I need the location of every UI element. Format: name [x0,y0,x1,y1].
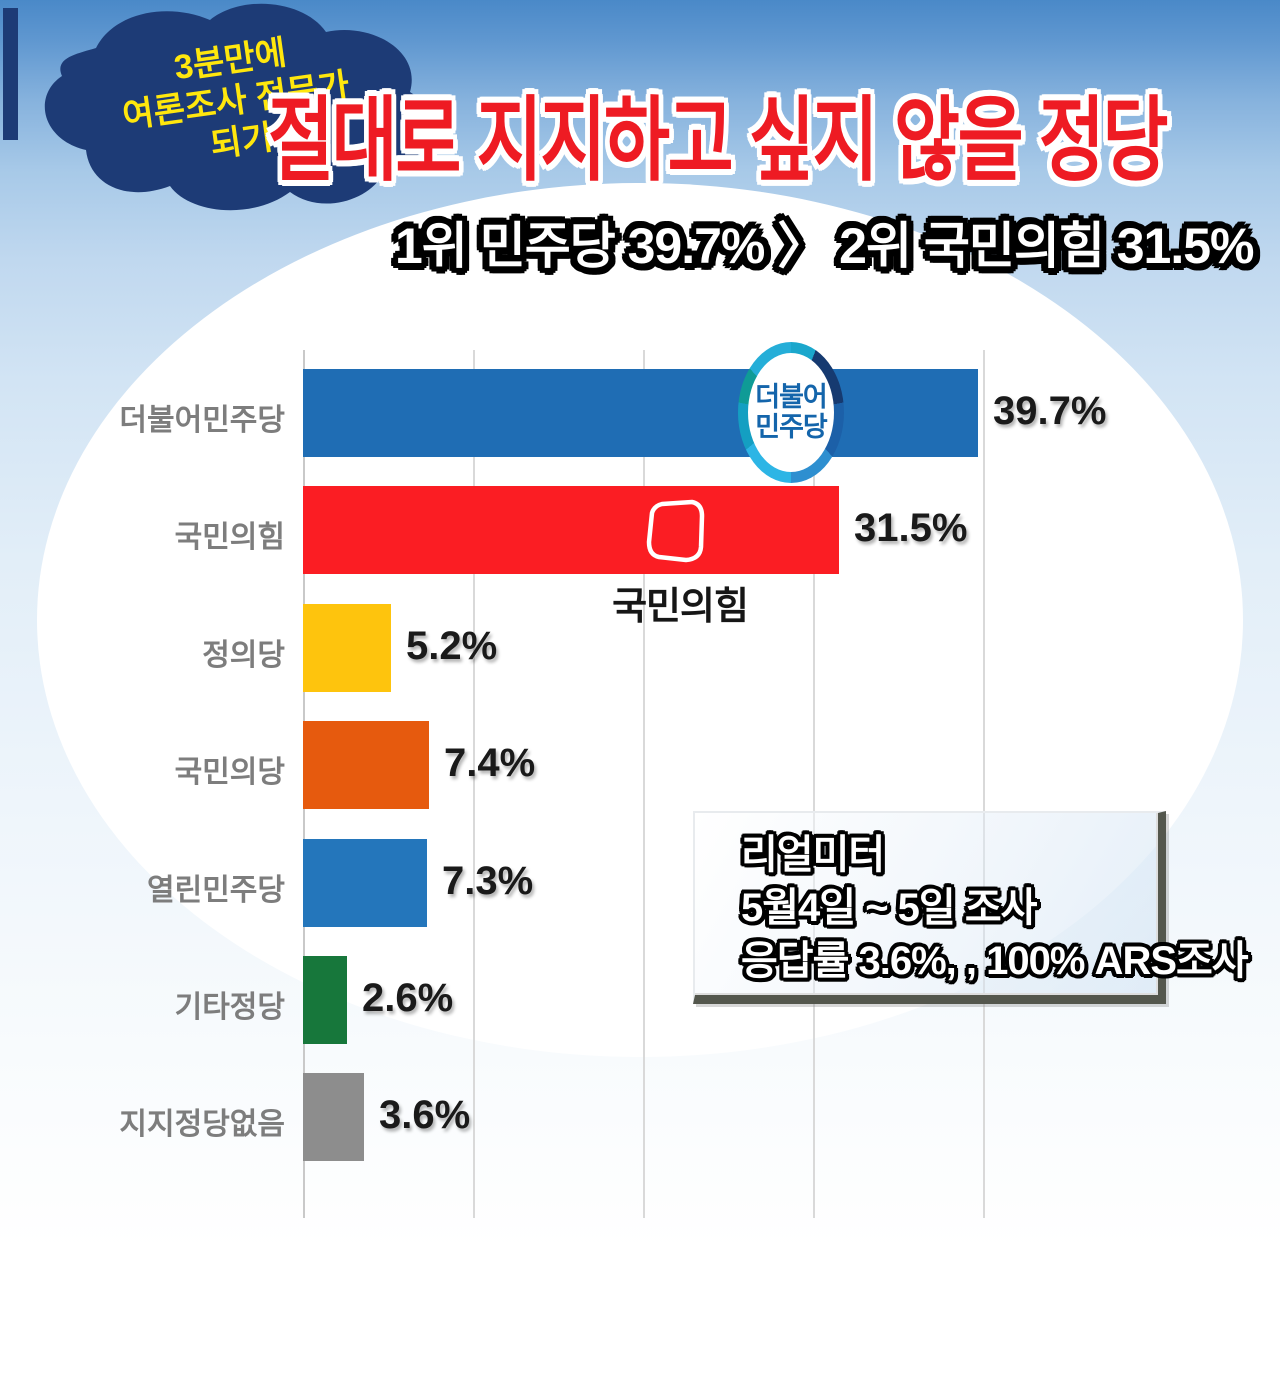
bar-2 [303,603,391,692]
category-label-3: 국민의당 [174,756,285,790]
gridline-10-percent [473,350,475,1218]
category-label-1: 국민의힘 [174,521,285,555]
value-label-0: 39.7% [993,389,1107,433]
bar-0 [303,369,978,457]
value-label-5: 2.6% [362,976,454,1020]
bar-3 [303,721,429,810]
category-label-6: 지지정당없음 [119,1108,285,1142]
minjoo-logo-line-2: 민주당 [755,411,828,442]
category-label-5: 기타정당 [174,991,285,1024]
category-label-0: 더불어민주당 [119,404,285,437]
left-navy-stripe [3,8,18,140]
gridline-20-percent [643,350,645,1218]
gridline-30-percent [813,350,815,1218]
page-subtitle: 1위 민주당 39.7% 〉 2위 국민의힘 31.5% [395,218,1255,274]
survey-method: 응답률 3.6%, , 100% ARS조사 [741,939,1249,983]
bar-1 [303,486,839,575]
minjoo-party-logo-text: 더불어 민주당 [748,353,834,472]
survey-dates: 5월4일 ~ 5일 조사 [741,886,1037,930]
people-power-party-logo-caption: 국민의힘 [612,586,749,628]
value-label-2: 5.2% [406,623,498,668]
minjoo-party-logo: 더불어 민주당 [738,342,844,483]
value-label-4: 7.3% [442,858,534,903]
minjoo-logo-line-1: 더불어 [755,382,828,413]
bar-5 [303,956,347,1044]
value-label-1: 31.5% [854,506,968,551]
value-label-3: 7.4% [444,741,536,786]
survey-info-box: 리얼미터 5월4일 ~ 5일 조사 응답률 3.6%, , 100% ARS조사 [693,811,1249,1004]
survey-source: 리얼미터 [741,833,885,877]
category-label-4: 열린민주당 [147,873,285,907]
value-label-6: 3.6% [379,1093,471,1138]
bar-4 [303,838,427,927]
category-label-2: 정의당 [202,638,285,672]
people-power-party-logo-icon [646,499,705,563]
badge-blob-shape [44,3,431,211]
page-title: 절대로 지지하고 싶지 않을 정당 [268,90,1169,192]
gridline-40-percent [983,350,985,1218]
bar-6 [303,1073,364,1162]
bar-chart: 더불어민주당 39.7% 국민의힘 31.5% 정의당 5.2% 국민의당 7.4% 열린민주당… [0,348,1280,1220]
corner-badge: 3분만에 여론조사 전문가 되기 [18,0,458,220]
